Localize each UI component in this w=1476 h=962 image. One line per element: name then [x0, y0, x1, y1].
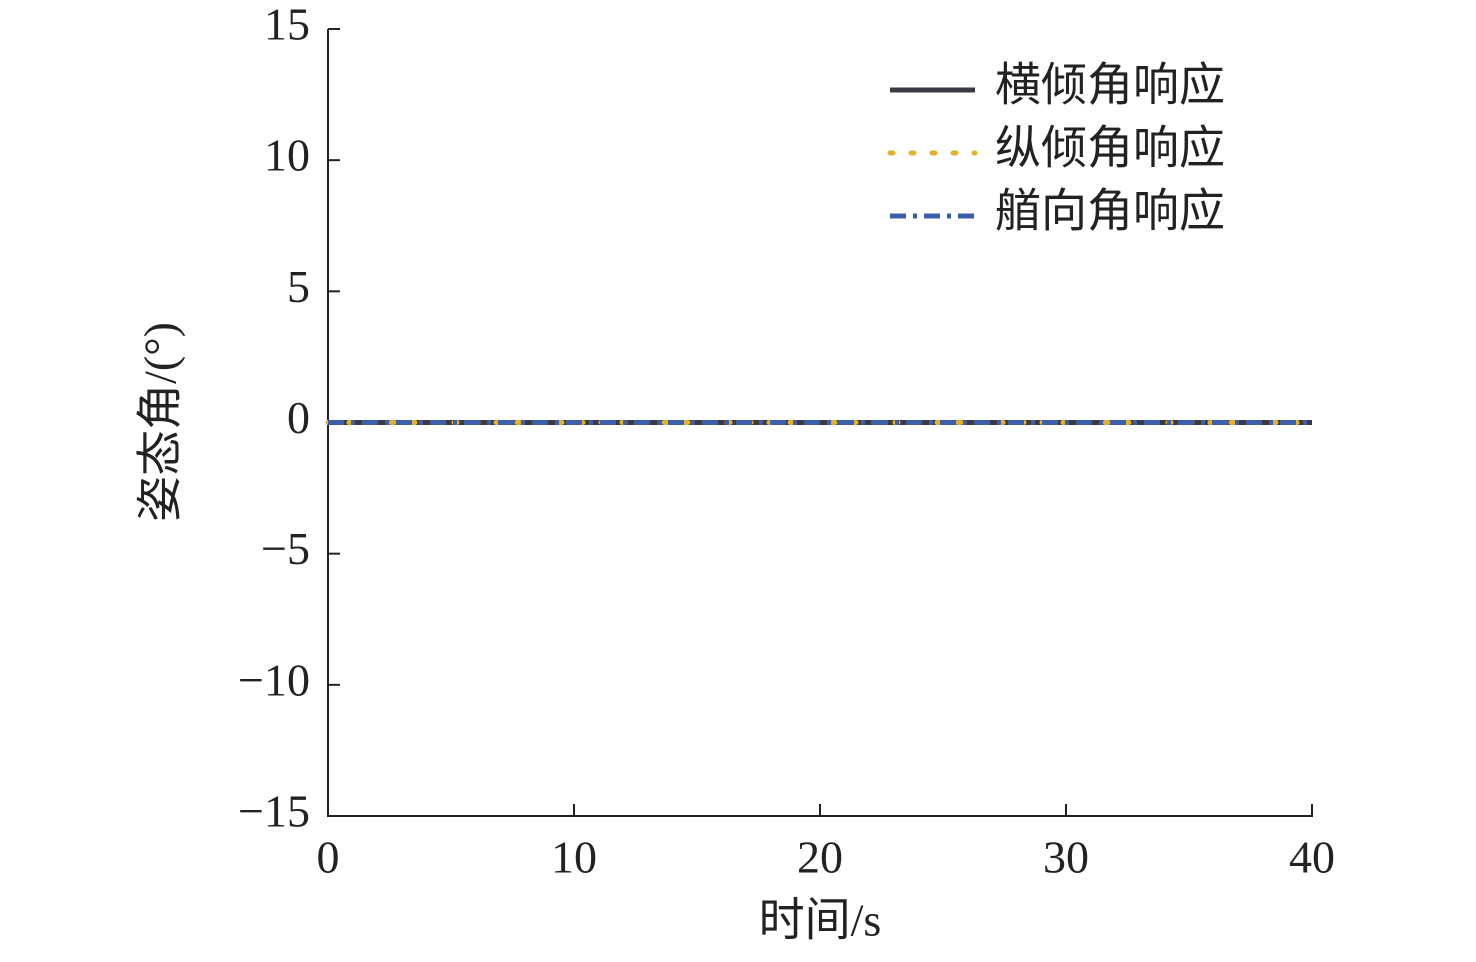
y-axis-label: 姿态角/(°): [135, 322, 186, 522]
y-tick-label: −5: [261, 523, 310, 574]
x-tick-label: 40: [1289, 832, 1335, 883]
legend-label: 纵倾角响应: [995, 123, 1225, 174]
y-tick-label: 10: [264, 130, 310, 181]
x-tick-label: 0: [317, 832, 340, 883]
legend-label: 横倾角响应: [995, 60, 1225, 111]
legend-label: 艏向角响应: [995, 186, 1225, 237]
y-tick-label: −10: [238, 654, 310, 705]
y-tick-label: 15: [264, 0, 310, 50]
x-axis-label: 时间/s: [759, 895, 882, 946]
y-tick-label: −15: [238, 786, 310, 837]
x-tick-label: 10: [551, 832, 597, 883]
y-tick-label: 5: [287, 261, 310, 312]
x-tick-label: 30: [1043, 832, 1089, 883]
y-tick-label: 0: [287, 392, 310, 443]
x-tick-label: 20: [797, 832, 843, 883]
